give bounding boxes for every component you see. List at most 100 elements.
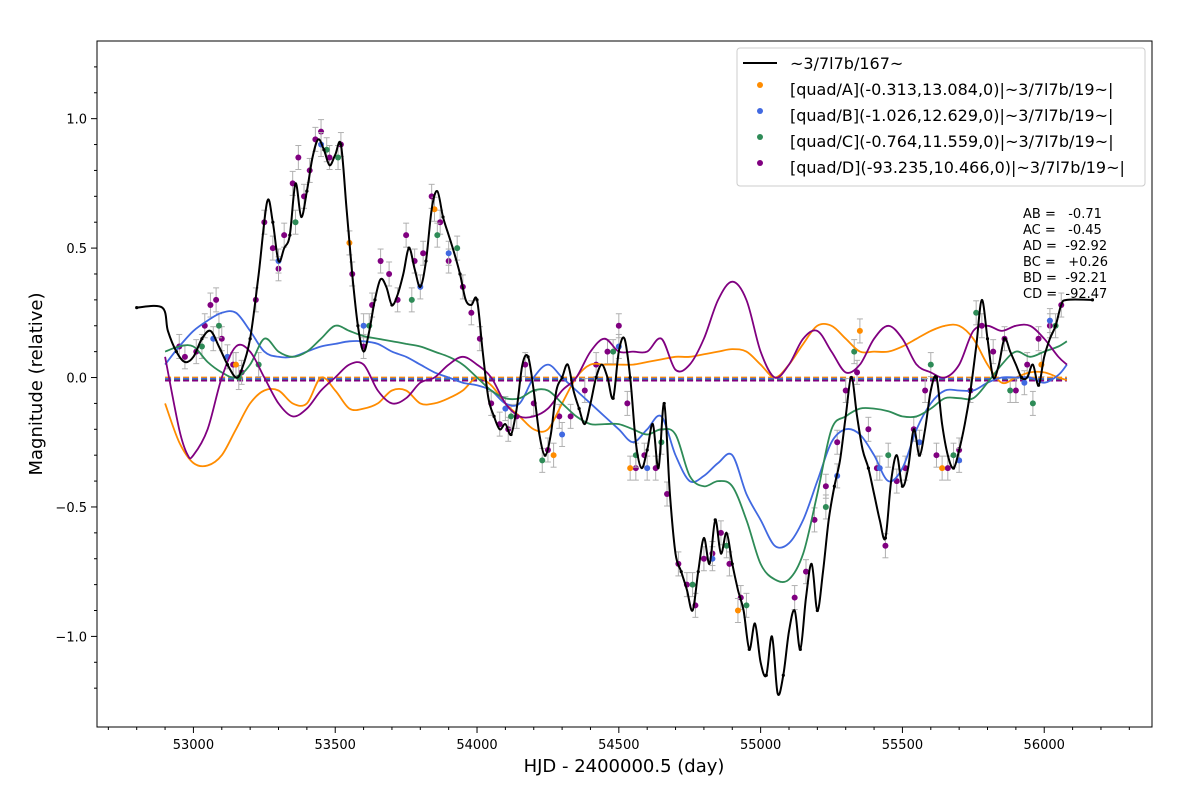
fit-curve-b	[164, 310, 1068, 549]
model-curve-node	[339, 142, 343, 147]
model-curve-node	[968, 388, 973, 393]
model-curve-node	[662, 401, 666, 406]
model-curve-node	[407, 246, 411, 250]
data-point-d	[842, 387, 849, 394]
data-point-d	[420, 250, 427, 257]
model-curve-node	[730, 562, 734, 566]
model-curve-node	[492, 414, 496, 418]
model-curve-node	[441, 215, 445, 219]
data-point-d	[933, 452, 940, 459]
data-point-d	[822, 483, 829, 490]
data-point-d	[882, 542, 889, 549]
data-point-b	[445, 250, 452, 257]
data-point-d	[281, 232, 288, 239]
plot-area-frame	[96, 40, 1153, 728]
data-point-c	[1029, 400, 1036, 407]
x-tick-label: 56000	[1024, 738, 1065, 753]
data-point-d	[717, 529, 724, 536]
model-curve-node	[248, 337, 252, 341]
data-point-a	[856, 327, 863, 334]
model-curve-node	[1036, 383, 1041, 387]
model-curve-node	[200, 337, 204, 341]
lag-annotation-line: CD = -92.47	[1023, 287, 1107, 302]
data-point-d	[403, 232, 410, 239]
y-tick-label: −1.0	[55, 630, 87, 645]
model-curve-node	[713, 518, 717, 522]
data-point-d	[865, 426, 872, 433]
data-point-d	[318, 128, 325, 135]
model-curve-node	[679, 570, 683, 574]
data-point-d	[632, 465, 639, 472]
model-curve-node	[900, 484, 905, 488]
data-point-d	[664, 491, 671, 498]
data-point-c	[743, 602, 750, 609]
model-curve-node	[696, 570, 700, 574]
data-point-a	[627, 465, 634, 472]
x-tick-label: 55000	[740, 738, 781, 753]
legend-label: ~3/7l7b/167~	[790, 54, 903, 73]
model-curve-node	[1019, 375, 1024, 380]
x-tick-label: 55500	[882, 738, 923, 753]
data-point-c	[292, 219, 299, 226]
model-curve-node	[866, 466, 870, 470]
data-point-a	[550, 452, 557, 459]
model-curve-node	[917, 453, 922, 457]
model-curve-node	[509, 432, 513, 437]
model-curve-node	[390, 303, 394, 307]
model-curve-node	[356, 324, 360, 328]
data-point-d	[944, 465, 951, 472]
data-point-d	[218, 335, 225, 342]
data-point-c	[454, 245, 461, 252]
model-curve-node	[798, 647, 802, 651]
legend-swatch-point	[757, 108, 763, 114]
data-point-d	[811, 516, 818, 523]
data-point-d	[854, 369, 861, 376]
data-point-d	[181, 353, 188, 360]
lag-annotation-line: BC = +0.26	[1023, 255, 1108, 270]
data-point-d	[269, 245, 276, 252]
data-point-c	[408, 296, 415, 303]
model-curve-node	[526, 355, 530, 359]
model-curve-node	[628, 375, 632, 380]
x-axis-title: HJD - 2400000.5 (day)	[524, 756, 725, 777]
y-tick-label: 0.5	[66, 242, 87, 257]
data-point-c	[508, 413, 515, 420]
data-point-c	[973, 309, 980, 316]
legend-label: [quad/B](-1.026,12.629,0)|~3/7l7b/19~|	[790, 106, 1113, 125]
fit-curve-d	[164, 280, 1068, 460]
y-tick-label: 0.0	[66, 372, 87, 387]
model-curve-node	[781, 673, 785, 677]
data-point-c	[927, 361, 934, 368]
model-curve-node	[475, 298, 479, 302]
model-curve-node	[543, 453, 547, 457]
model-curve-node	[424, 259, 428, 263]
lag-annotation-line: AB = -0.71	[1023, 207, 1102, 222]
data-point-c	[1007, 387, 1014, 394]
data-point-d	[468, 309, 475, 316]
data-point-d	[922, 387, 929, 394]
model-curve-node	[458, 272, 462, 276]
data-point-a	[232, 361, 239, 368]
data-point-d	[1035, 335, 1042, 342]
model-curve-node	[560, 375, 564, 380]
data-point-b	[360, 322, 367, 329]
model-curve-node	[1090, 298, 1095, 302]
model-curve-node	[849, 375, 853, 380]
model-curve-node	[577, 406, 581, 411]
model-curve-node	[1002, 337, 1007, 341]
data-point-c	[689, 581, 696, 588]
model-curve-node	[985, 337, 990, 341]
axis-ticks: 53000 53500 54000 54500 55000 55500 56000 −1.0 −…	[55, 66, 1130, 753]
data-point-d	[615, 322, 622, 329]
data-point-b	[1021, 379, 1028, 386]
x-tick-label: 53000	[173, 738, 214, 753]
model-curve-node	[288, 233, 292, 237]
data-point-a	[431, 206, 438, 213]
model-curve-node	[951, 466, 956, 470]
data-point-c	[885, 452, 892, 459]
legend-label: [quad/D](-93.235,10.466,0)|~3/7l7b/19~|	[790, 158, 1125, 177]
data-point-b	[502, 405, 509, 412]
legend-label: [quad/A](-0.313,13.084,0)|~3/7l7b/19~|	[790, 80, 1113, 99]
